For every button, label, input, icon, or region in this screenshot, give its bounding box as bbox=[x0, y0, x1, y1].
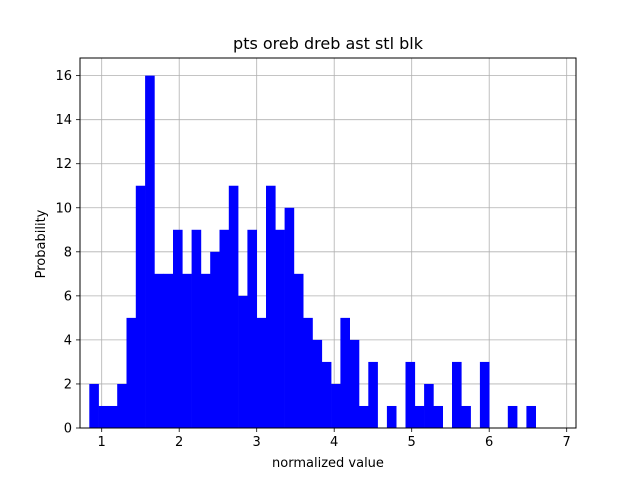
y-axis-label: Probability bbox=[34, 209, 49, 278]
histogram-bar bbox=[219, 229, 230, 428]
histogram-bar bbox=[247, 229, 257, 428]
histogram-bar bbox=[256, 317, 267, 428]
histogram-bar bbox=[312, 339, 323, 428]
histogram-bar bbox=[117, 383, 127, 428]
histogram-bar bbox=[349, 339, 360, 428]
histogram-bars bbox=[89, 75, 536, 428]
histogram-bar bbox=[414, 405, 425, 428]
histogram-bar bbox=[154, 273, 164, 428]
histogram-bar bbox=[182, 273, 192, 428]
y-tick-label: 2 bbox=[64, 377, 72, 392]
histogram-bar bbox=[461, 405, 471, 428]
y-tick-label: 8 bbox=[64, 245, 72, 260]
x-tick-label: 4 bbox=[330, 435, 338, 450]
histogram-bar bbox=[452, 361, 462, 428]
histogram-bar bbox=[210, 251, 220, 428]
x-axis-label: normalized value bbox=[272, 456, 384, 471]
histogram-bar bbox=[228, 185, 239, 428]
histogram-bar bbox=[126, 317, 137, 428]
histogram-bar bbox=[200, 273, 211, 428]
histogram-bar bbox=[479, 361, 490, 428]
histogram-bar bbox=[293, 273, 304, 428]
plot-area-frame bbox=[79, 57, 577, 429]
histogram-bar bbox=[424, 383, 434, 428]
histogram-bar bbox=[173, 229, 183, 428]
histogram-bar bbox=[98, 405, 109, 428]
histogram-bar bbox=[89, 383, 99, 428]
y-tick-label: 6 bbox=[64, 289, 72, 304]
y-tick-label: 14 bbox=[55, 113, 72, 128]
histogram-bar bbox=[321, 361, 332, 428]
histogram-bar bbox=[331, 383, 341, 428]
histogram-bar bbox=[359, 405, 369, 428]
x-tick-label: 1 bbox=[98, 435, 106, 450]
histogram-bar bbox=[107, 405, 118, 428]
histogram-bar bbox=[368, 361, 378, 428]
x-tick-label: 3 bbox=[253, 435, 261, 450]
histogram-bar bbox=[238, 295, 248, 428]
y-tick-label: 12 bbox=[55, 157, 72, 172]
x-tick-label: 7 bbox=[563, 435, 571, 450]
x-tick-label: 2 bbox=[175, 435, 183, 450]
histogram-bar bbox=[163, 273, 174, 428]
histogram-bar bbox=[145, 75, 155, 428]
histogram-bar bbox=[340, 317, 350, 428]
histogram-bar bbox=[266, 185, 276, 428]
chart-title: pts oreb dreb ast stl blk bbox=[233, 34, 424, 53]
histogram-bar bbox=[526, 405, 536, 428]
histogram-bar bbox=[191, 229, 202, 428]
histogram-bar bbox=[433, 405, 443, 428]
y-tick-label: 16 bbox=[55, 69, 72, 84]
x-tick-label: 6 bbox=[485, 435, 493, 450]
x-tick-label: 5 bbox=[408, 435, 416, 450]
histogram-bar bbox=[275, 229, 285, 428]
y-tick-label: 10 bbox=[55, 201, 72, 216]
histogram-bar bbox=[507, 405, 518, 428]
histogram-bar bbox=[303, 317, 313, 428]
histogram-bar bbox=[284, 207, 295, 428]
histogram-bar bbox=[405, 361, 416, 428]
histogram-bar bbox=[386, 405, 397, 428]
histogram-bar bbox=[135, 185, 146, 428]
y-tick-label: 4 bbox=[64, 333, 72, 348]
y-tick-label: 0 bbox=[64, 422, 72, 437]
